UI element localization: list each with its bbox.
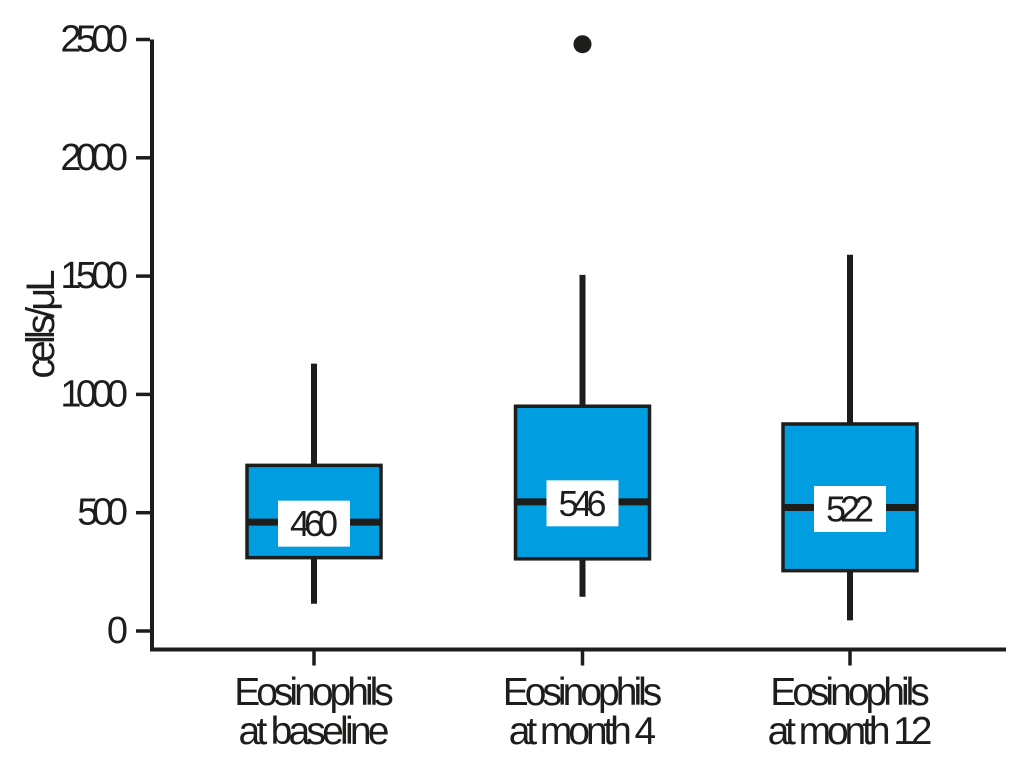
y-tick-label: 2000: [60, 137, 128, 179]
y-tick-label: 1500: [60, 255, 128, 297]
y-axis-title: cells/μL: [19, 269, 63, 378]
x-category-label-line2: at month 4: [509, 710, 656, 753]
x-category-label-line2: at month 12: [768, 710, 933, 753]
median-label-box: [814, 485, 886, 532]
x-category-label-line2: at baseline: [239, 710, 390, 753]
outlier-point: [573, 35, 592, 54]
x-category-label-line1: Eosinophils: [770, 671, 930, 714]
x-category-label-line1: Eosinophils: [503, 671, 663, 714]
y-tick-label: 0: [107, 610, 128, 652]
y-tick-label: 1000: [60, 373, 128, 415]
median-label-box: [278, 500, 350, 547]
x-category-label-line1: Eosinophils: [234, 671, 394, 714]
median-label: 546: [558, 483, 606, 524]
y-tick-label: 2500: [60, 19, 128, 61]
median-label: 460: [290, 503, 338, 544]
median-label: 522: [826, 488, 874, 529]
median-label-box: [546, 480, 619, 527]
y-tick-label: 500: [77, 492, 128, 534]
